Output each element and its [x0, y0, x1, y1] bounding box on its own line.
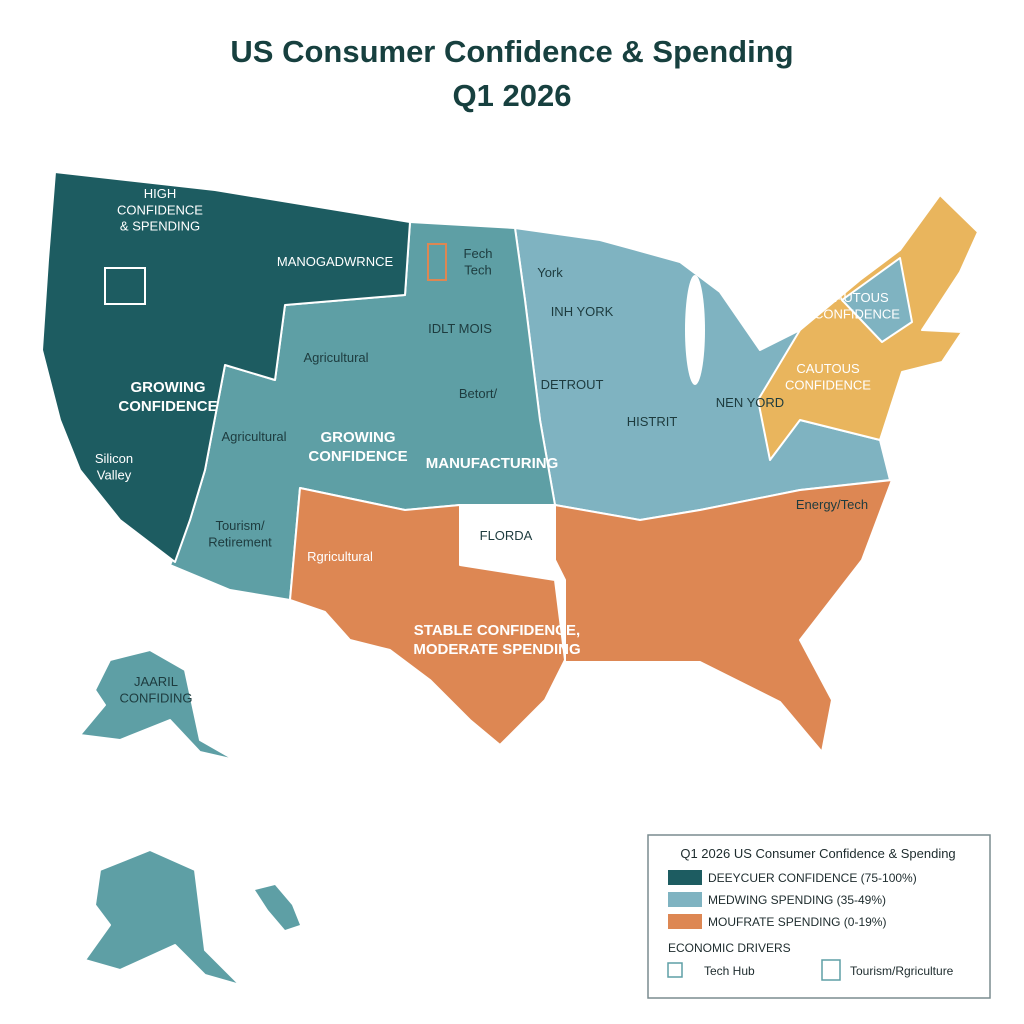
legend: Q1 2026 US Consumer Confidence & Spendin… — [647, 834, 991, 999]
label-line: CONFIDENCE — [118, 398, 217, 415]
driver-label: Tourism/Rgriculture — [850, 964, 954, 978]
subtitle: Q1 2026 — [453, 78, 572, 113]
legend-items: DEEYCUER CONFIDENCE (75-100%) MEDWING SPE… — [668, 870, 917, 929]
region-west — [41, 171, 411, 563]
label-line: CAUTOUS — [796, 361, 860, 376]
legend-swatch — [668, 892, 702, 907]
label-line: Fech — [464, 246, 493, 261]
label-line: CONFIDING — [120, 690, 193, 705]
label-line: HISTRIT — [627, 414, 678, 429]
label-line: IDLT MOIS — [428, 321, 492, 336]
label-line: Agricultural — [303, 350, 368, 365]
label-line: Tech — [464, 262, 491, 277]
region-label: GROWING CONFIDENCE — [118, 379, 217, 415]
region-label: Silicon Valley — [95, 451, 133, 482]
label-line: CONFIDENCE — [814, 306, 900, 321]
label-line: Betort/ — [459, 386, 498, 401]
legend-label: MOUFRATE SPENDING (0-19%) — [708, 915, 886, 929]
label-line: INH YORK — [551, 304, 614, 319]
region-label: HISTRIT — [627, 414, 678, 429]
region-label: HIGH CONFIDENCE & SPENDING — [117, 186, 203, 234]
title: US Consumer Confidence & Spending — [230, 34, 793, 69]
region-label: MANOGADWRNCE — [277, 254, 394, 269]
label-line: Retirement — [208, 534, 272, 549]
legend-swatch — [668, 870, 702, 885]
region-hawaii — [255, 885, 300, 930]
label-line: JAARIL — [134, 674, 178, 689]
region-label: GROWING CONFIDENCE — [308, 429, 407, 465]
label-line: Valley — [97, 467, 132, 482]
driver-label: Tech Hub — [704, 964, 755, 978]
region-label: Agricultural — [221, 429, 286, 444]
region-alaska-inset — [84, 849, 241, 986]
legend-label: DEEYCUER CONFIDENCE (75-100%) — [708, 871, 917, 885]
label-line: MANUFACTURING — [426, 455, 559, 472]
label-line: HIGH — [144, 186, 177, 201]
tech-icon — [104, 267, 146, 305]
region-label: STABLE CONFIDENCE, MODERATE SPENDING — [413, 622, 580, 658]
label-line: FLORDA — [480, 528, 533, 543]
region-label: CAUTOUS CONFIDENCE — [785, 361, 871, 392]
region-southeast — [554, 479, 893, 753]
map — [41, 171, 979, 986]
label-line: CONFIDENCE — [785, 377, 871, 392]
drivers-title: ECONOMIC DRIVERS — [668, 941, 791, 955]
region-labels: HIGH CONFIDENCE & SPENDING MANOGADWRNCE Fe… — [95, 186, 900, 705]
region-label: IDLT MOIS — [428, 321, 492, 336]
label-line: NEN YORD — [716, 395, 784, 410]
legend-box — [647, 834, 991, 999]
region-label: Energy/Tech — [796, 497, 868, 512]
label-line: York — [537, 265, 563, 280]
region-label: Betort/ — [459, 386, 498, 401]
region-alaska — [79, 649, 236, 761]
lake — [685, 275, 705, 385]
building-icon — [427, 243, 447, 281]
region-label: NEN YORD — [716, 395, 784, 410]
label-line: CAUTOUS — [825, 290, 889, 305]
region-label: Fech Tech — [464, 246, 493, 277]
region-label: JAARIL CONFIDING — [120, 674, 193, 705]
region-label: Agricultural — [303, 350, 368, 365]
region-label: INH YORK — [551, 304, 614, 319]
legend-label: MEDWING SPENDING (35-49%) — [708, 893, 886, 907]
label-line: GROWING — [131, 379, 206, 396]
label-line: MANOGADWRNCE — [277, 254, 394, 269]
label-line: & SPENDING — [120, 219, 200, 234]
region-label: DETROUT — [541, 377, 604, 392]
label-line: CONFIDENCE — [308, 448, 407, 465]
region-label: Rgricultural — [307, 549, 373, 564]
label-line: Tourism/ — [215, 518, 265, 533]
region-label: FLORDA — [480, 528, 533, 543]
region-label: Tourism/Retirement — [208, 518, 272, 549]
label-line: Silicon — [95, 451, 133, 466]
label-line: CONFIDENCE — [117, 202, 203, 217]
label-line: Energy/Tech — [796, 497, 868, 512]
label-line: STABLE CONFIDENCE, — [414, 622, 580, 639]
region-label: York — [537, 265, 563, 280]
label-line: Rgricultural — [307, 549, 373, 564]
label-line: DETROUT — [541, 377, 604, 392]
region-label: MANUFACTURING — [426, 455, 559, 472]
label-line: GROWING — [321, 429, 396, 446]
label-line: MODERATE SPENDING — [413, 641, 580, 658]
region-new-york — [841, 257, 913, 343]
region-southwest — [289, 487, 566, 746]
legend-title: Q1 2026 US Consumer Confidence & Spendin… — [680, 846, 955, 861]
tech-hub-icon — [667, 962, 683, 978]
legend-swatch — [668, 914, 702, 929]
tourism-icon — [821, 959, 841, 981]
label-line: Agricultural — [221, 429, 286, 444]
region-label: CAUTOUS CONFIDENCE — [814, 290, 900, 321]
